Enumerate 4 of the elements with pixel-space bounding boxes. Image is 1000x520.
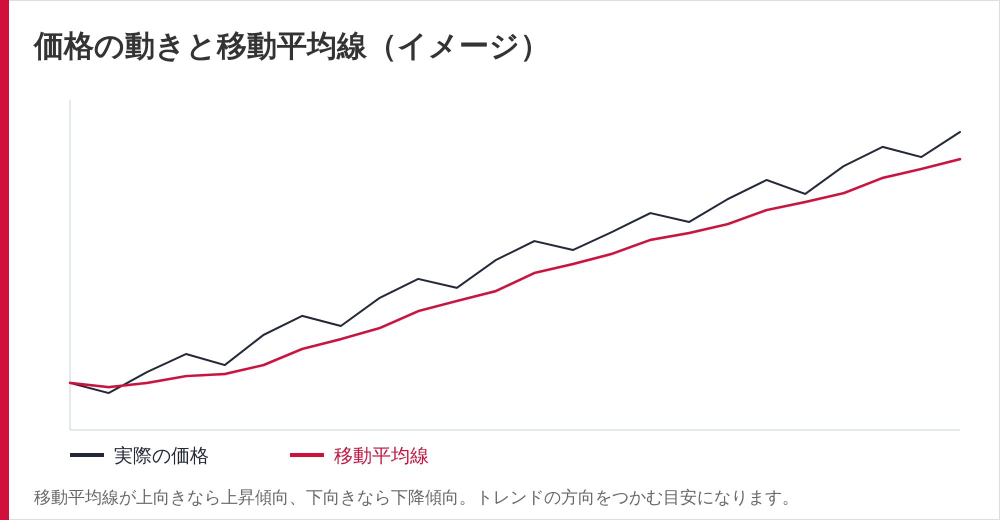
legend-label: 移動平均線 <box>334 445 429 467</box>
chart-title: 価格の動きと移動平均線（イメージ） <box>33 29 550 64</box>
legend-label: 実際の価格 <box>114 445 209 467</box>
text: 移動平均線が上向きなら上昇傾向、下向きなら下降傾向。トレンドの方向をつかむ目安になります。 <box>34 488 799 508</box>
